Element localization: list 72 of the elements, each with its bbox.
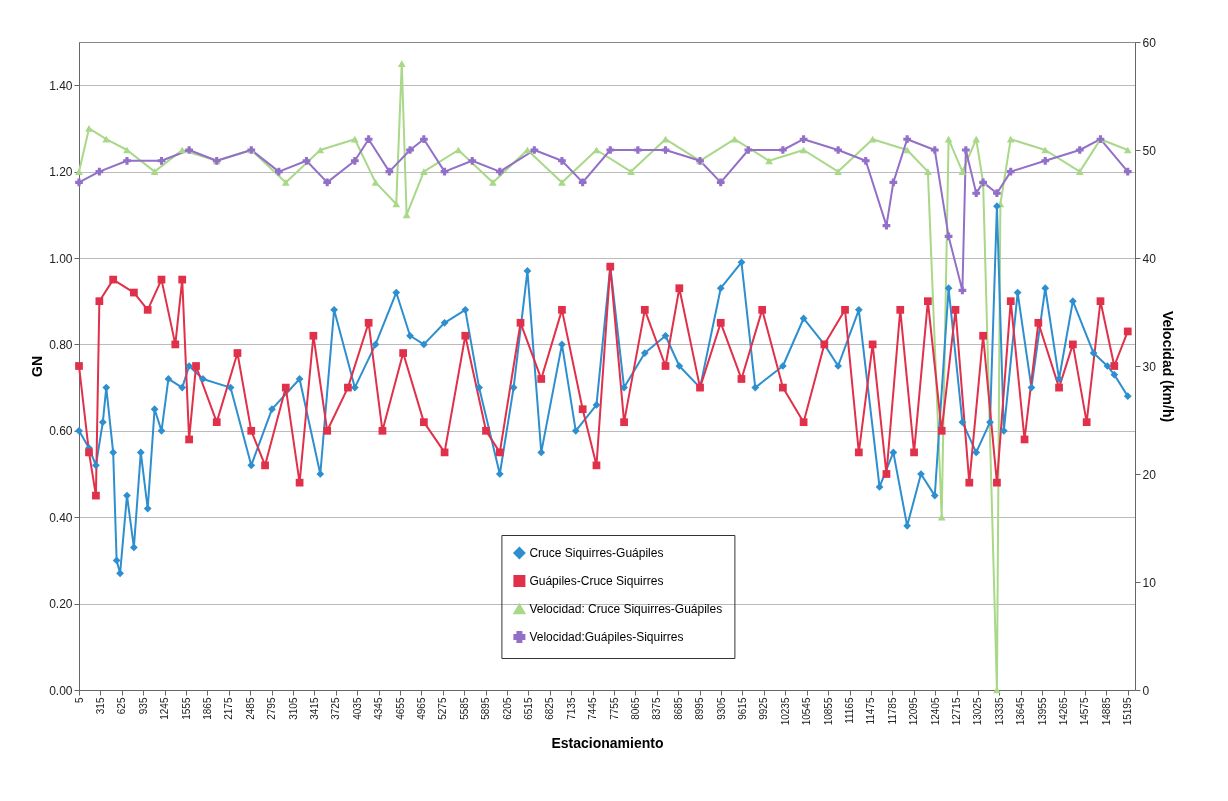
y-tick-label: 0.40	[49, 510, 73, 525]
y-tick-label: 0.80	[49, 337, 73, 352]
x-tick-label: 5585	[458, 697, 470, 720]
x-tick-label: 625	[116, 697, 128, 715]
x-tick-label: 6515	[522, 697, 534, 720]
x-tick-label: 8065	[629, 697, 641, 720]
legend-label: Velocidad: Cruce Siquirres-Guápiles	[529, 602, 723, 616]
y-tick-label: 1.40	[49, 78, 73, 93]
legend-label: Guápiles-Cruce Siquirres	[529, 574, 664, 588]
x-tick-label: 10545	[801, 697, 813, 726]
y-tick-label: 1.20	[49, 165, 73, 180]
x-tick-label: 7755	[608, 697, 620, 720]
x-tick-label: 4965	[415, 697, 427, 720]
x-tick-label: 12095	[908, 697, 920, 726]
y-tick-label: 0.20	[49, 597, 73, 612]
y2-tick-label: 50	[1142, 143, 1157, 158]
x-tick-label: 11785	[886, 697, 898, 725]
y2-tick-label: 60	[1142, 35, 1157, 50]
y-tick-label: 1.00	[49, 251, 73, 266]
x-tick-label: 3725	[330, 697, 342, 720]
x-tick-label: 13335	[993, 697, 1005, 726]
x-tick-label: 1865	[201, 697, 213, 720]
x-tick-label: 3415	[308, 697, 320, 720]
x-tick-label: 8995	[694, 697, 706, 720]
y-axis-title: GN	[29, 356, 46, 377]
y2-tick-label: 0	[1142, 683, 1150, 698]
x-tick-label: 4345	[373, 697, 385, 720]
x-tick-label: 8375	[651, 697, 663, 720]
x-tick-label: 12405	[929, 697, 941, 726]
x-tick-label: 4035	[351, 697, 363, 720]
x-tick-label: 2485	[244, 697, 256, 720]
x-tick-label: 3105	[287, 697, 299, 720]
y-tick-label: 0.60	[49, 424, 73, 439]
x-tick-label: 10235	[779, 697, 791, 726]
x-tick-label: 5895	[480, 697, 492, 720]
x-tick-label: 1555	[180, 697, 192, 720]
x-tick-label: 15195	[1122, 697, 1134, 726]
x-tick-label: 9615	[737, 697, 748, 720]
x-axis-title: Estacionamiento	[551, 735, 664, 752]
x-tick-label: 6825	[544, 697, 556, 720]
x-tick-label: 14575	[1079, 697, 1091, 726]
legend-label: Velocidad:Guápiles-Siquirres	[529, 630, 684, 644]
x-tick-label: 14885	[1100, 697, 1112, 726]
y-tick-label: 0.00	[49, 683, 73, 698]
x-tick-label: 9305	[715, 697, 727, 720]
y2-tick-label: 30	[1142, 359, 1157, 374]
x-tick-label: 13955	[1036, 697, 1048, 726]
x-tick-label: 935	[137, 697, 149, 715]
x-tick-label: 12715	[951, 697, 963, 726]
x-tick-label: 7445	[587, 697, 599, 720]
x-tick-label: 5275	[437, 697, 449, 720]
y2-tick-label: 20	[1142, 467, 1157, 482]
x-tick-label: 2795	[266, 697, 278, 720]
x-tick-label: 315	[94, 697, 106, 715]
legend-label: Cruce Siquirres-Guápiles	[529, 546, 664, 560]
x-tick-label: 13645	[1015, 697, 1027, 726]
x-tick-label: 4655	[394, 697, 406, 720]
x-tick-label: 14265	[1058, 697, 1070, 726]
x-tick-label: 13025	[972, 697, 984, 726]
x-tick-label: 11165	[844, 697, 856, 724]
y2-tick-label: 40	[1142, 251, 1157, 266]
x-tick-label: 9925	[758, 697, 770, 720]
x-tick-label: 7135	[565, 697, 577, 720]
x-tick-label: 1245	[159, 697, 171, 720]
x-tick-label: 6205	[501, 697, 513, 720]
x-tick-label: 2175	[223, 697, 235, 720]
y2-axis-title: Velocidad (km/h)	[1159, 310, 1176, 423]
y2-tick-label: 10	[1142, 575, 1157, 590]
x-tick-label: 11475	[865, 697, 877, 725]
x-tick-label: 5	[73, 697, 85, 704]
x-tick-label: 10855	[822, 697, 834, 726]
x-tick-label: 8685	[672, 697, 684, 720]
